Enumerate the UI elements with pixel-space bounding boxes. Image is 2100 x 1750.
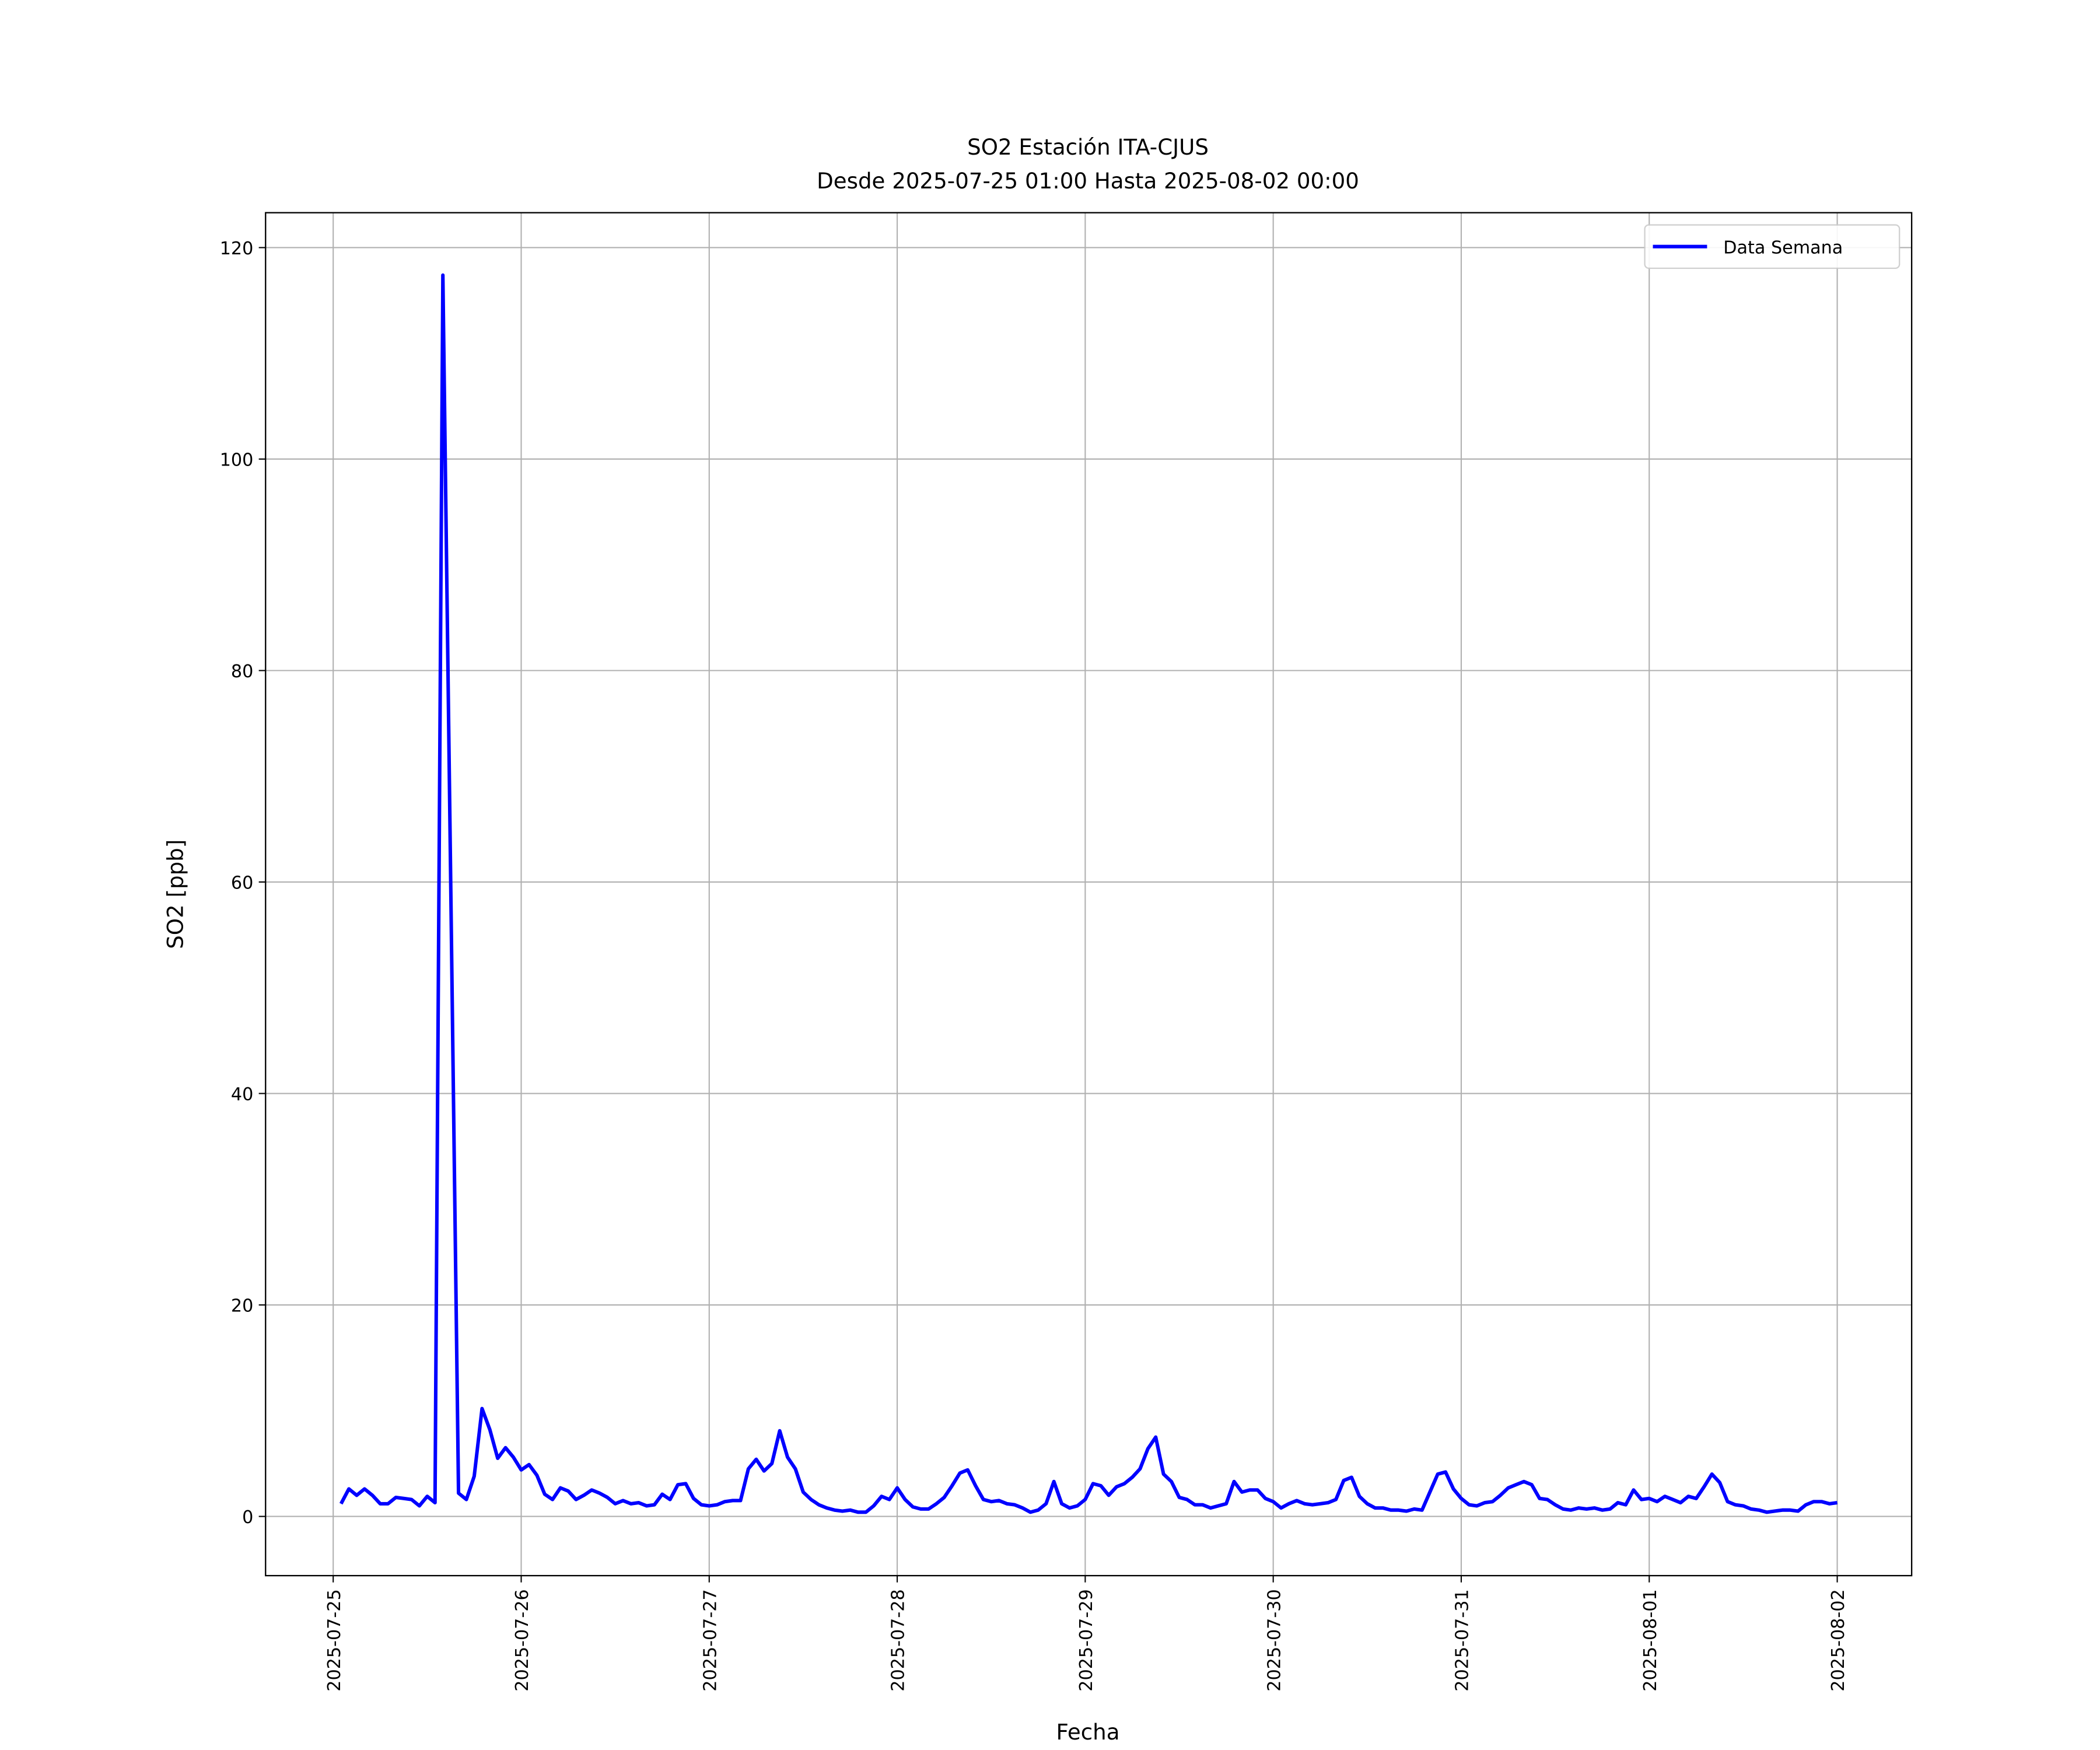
x-tick-label: 2025-07-26 xyxy=(512,1589,533,1691)
plot-area xyxy=(339,273,1838,1514)
y-tick-label: 60 xyxy=(231,873,253,894)
x-tick-label: 2025-08-02 xyxy=(1828,1589,1849,1691)
y-axis-label: SO2 [ppb] xyxy=(163,839,188,949)
x-tick-label: 2025-07-30 xyxy=(1264,1589,1284,1691)
grid: 0 20 40 60 80 100 120 2025-07-25 2025-07-26 2025-… xyxy=(220,212,1912,1692)
x-tick-label: 2025-07-28 xyxy=(888,1589,909,1691)
y-tick-label: 20 xyxy=(231,1296,253,1317)
y-tick-label: 80 xyxy=(231,662,253,682)
chart-title: SO2 Estación ITA-CJUS xyxy=(967,135,1209,160)
x-tick-label: 2025-07-25 xyxy=(324,1589,345,1691)
y-tick-label: 120 xyxy=(220,239,254,259)
legend-box xyxy=(1644,224,1901,270)
y-tick-label: 40 xyxy=(231,1084,253,1105)
data-line xyxy=(339,273,1838,1514)
x-axis-label: Fecha xyxy=(1056,1720,1120,1745)
legend-label: Data Semana xyxy=(1723,237,1843,258)
x-tick-label: 2025-07-27 xyxy=(700,1589,720,1691)
chart-subtitle: Desde 2025-07-25 01:00 Hasta 2025-08-02 … xyxy=(817,169,1359,194)
x-tick-label: 2025-07-31 xyxy=(1452,1589,1473,1691)
legend: Data Semana xyxy=(1644,224,1901,270)
x-tick-label: 2025-08-01 xyxy=(1640,1589,1661,1691)
plot-frame xyxy=(265,212,1913,1577)
x-tick-label: 2025-07-29 xyxy=(1076,1589,1097,1691)
y-tick-label: 0 xyxy=(242,1507,253,1528)
y-tick-label: 100 xyxy=(220,450,254,471)
